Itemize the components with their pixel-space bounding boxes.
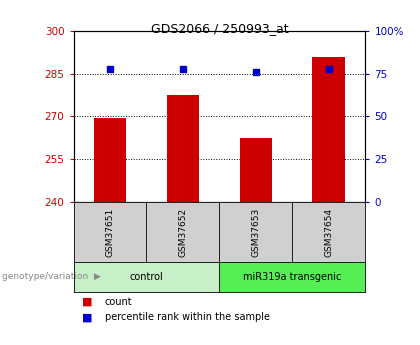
Text: control: control bbox=[130, 272, 163, 282]
Text: GDS2066 / 250993_at: GDS2066 / 250993_at bbox=[151, 22, 288, 36]
Text: count: count bbox=[105, 297, 133, 307]
Text: genotype/variation  ▶: genotype/variation ▶ bbox=[2, 272, 101, 282]
Text: GSM37652: GSM37652 bbox=[178, 207, 187, 257]
Bar bbox=[312, 57, 345, 202]
Text: ■: ■ bbox=[82, 297, 92, 307]
Text: GSM37654: GSM37654 bbox=[324, 207, 333, 257]
Text: miR319a transgenic: miR319a transgenic bbox=[243, 272, 341, 282]
Text: GSM37651: GSM37651 bbox=[105, 207, 115, 257]
Bar bbox=[239, 138, 272, 202]
Text: percentile rank within the sample: percentile rank within the sample bbox=[105, 313, 270, 322]
Text: ■: ■ bbox=[82, 313, 92, 322]
Text: GSM37653: GSM37653 bbox=[252, 207, 260, 257]
Bar bbox=[94, 118, 126, 202]
Bar bbox=[167, 95, 200, 202]
